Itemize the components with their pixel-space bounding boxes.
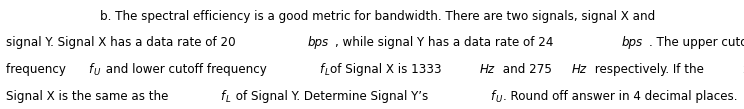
Text: . Round off answer in 4 decimal places.: . Round off answer in 4 decimal places. xyxy=(504,90,738,103)
Text: and 275: and 275 xyxy=(499,63,556,76)
Text: f: f xyxy=(88,63,92,76)
Text: and lower cutoff frequency: and lower cutoff frequency xyxy=(102,63,270,76)
Text: f: f xyxy=(220,90,225,103)
Text: bps: bps xyxy=(621,36,642,49)
Text: f: f xyxy=(319,63,323,76)
Text: L: L xyxy=(324,68,329,77)
Text: U: U xyxy=(93,68,100,77)
Text: signal Y. Signal X has a data rate of 20: signal Y. Signal X has a data rate of 20 xyxy=(6,36,240,49)
Text: bps: bps xyxy=(307,36,328,49)
Text: U: U xyxy=(496,95,501,104)
Text: respectively. If the: respectively. If the xyxy=(591,63,708,76)
Text: f: f xyxy=(490,90,494,103)
Text: Signal X is the same as the: Signal X is the same as the xyxy=(6,90,172,103)
Text: of Signal X is 1333: of Signal X is 1333 xyxy=(330,63,446,76)
Text: b. The spectral efficiency is a good metric for bandwidth. There are two signals: b. The spectral efficiency is a good met… xyxy=(100,10,655,23)
Text: of Signal Y. Determine Signal Y’s: of Signal Y. Determine Signal Y’s xyxy=(232,90,432,103)
Text: . The upper cutoff: . The upper cutoff xyxy=(649,36,744,49)
Text: L: L xyxy=(225,95,231,104)
Text: , while signal Y has a data rate of 24: , while signal Y has a data rate of 24 xyxy=(335,36,557,49)
Text: Hz: Hz xyxy=(479,63,495,76)
Text: frequency: frequency xyxy=(6,63,70,76)
Text: f: f xyxy=(742,63,744,76)
Text: Hz: Hz xyxy=(572,63,587,76)
